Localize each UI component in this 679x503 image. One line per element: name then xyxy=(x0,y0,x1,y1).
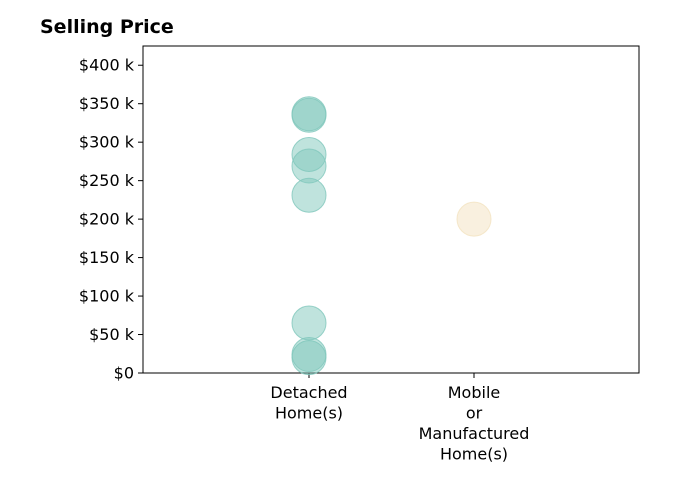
y-tick-label: $150 k xyxy=(79,248,135,267)
y-tick-label: $100 k xyxy=(79,287,135,306)
y-axis: $0 $50 k $100 k $150 k $200 k $250 k $300 k $35… xyxy=(79,56,143,383)
x-category-label: Manufactured xyxy=(419,424,530,443)
y-tick-label: $200 k xyxy=(79,210,135,229)
x-category-label: Home(s) xyxy=(275,404,343,423)
data-point xyxy=(291,96,327,132)
data-point xyxy=(291,177,327,213)
data-point xyxy=(456,201,492,237)
y-tick-label: $250 k xyxy=(79,171,135,190)
y-tick-label: $50 k xyxy=(89,325,135,344)
y-tick-label: $0 xyxy=(114,364,134,383)
chart-title: Selling Price xyxy=(40,16,174,38)
data-points xyxy=(291,96,492,376)
plot-area-frame xyxy=(142,45,640,374)
data-point xyxy=(291,340,327,376)
y-tick-label: $350 k xyxy=(79,94,135,113)
y-tick-label: $300 k xyxy=(79,133,135,152)
x-category-label: or xyxy=(466,404,483,423)
x-category-label: Detached xyxy=(270,383,347,402)
y-tick-label: $400 k xyxy=(79,56,135,75)
x-category-label: Mobile xyxy=(448,383,500,402)
x-category-label: Home(s) xyxy=(440,445,508,464)
data-point xyxy=(291,305,327,341)
